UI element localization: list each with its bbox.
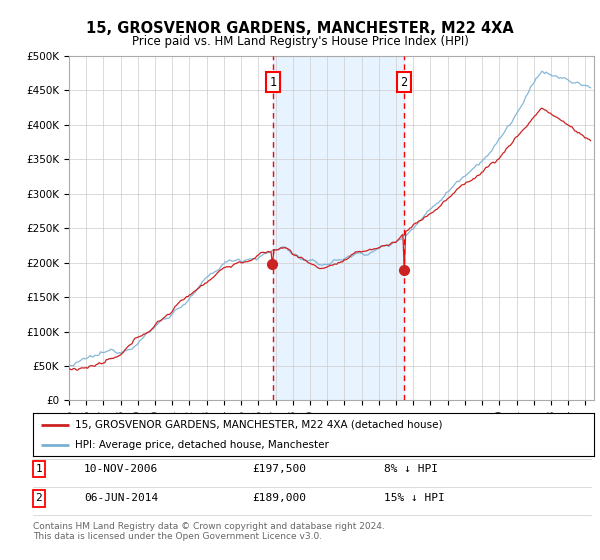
Text: 15, GROSVENOR GARDENS, MANCHESTER, M22 4XA (detached house): 15, GROSVENOR GARDENS, MANCHESTER, M22 4… bbox=[75, 419, 443, 430]
Text: 06-JUN-2014: 06-JUN-2014 bbox=[84, 493, 158, 503]
Text: 10-NOV-2006: 10-NOV-2006 bbox=[84, 464, 158, 474]
Bar bbox=[273, 56, 404, 400]
Text: Contains HM Land Registry data © Crown copyright and database right 2024.
This d: Contains HM Land Registry data © Crown c… bbox=[33, 522, 385, 542]
Text: 8% ↓ HPI: 8% ↓ HPI bbox=[384, 464, 438, 474]
Text: 15% ↓ HPI: 15% ↓ HPI bbox=[384, 493, 445, 503]
Text: 2: 2 bbox=[400, 76, 407, 88]
Text: £197,500: £197,500 bbox=[252, 464, 306, 474]
Text: Price paid vs. HM Land Registry's House Price Index (HPI): Price paid vs. HM Land Registry's House … bbox=[131, 35, 469, 48]
Text: 15, GROSVENOR GARDENS, MANCHESTER, M22 4XA: 15, GROSVENOR GARDENS, MANCHESTER, M22 4… bbox=[86, 21, 514, 36]
Text: 1: 1 bbox=[269, 76, 277, 88]
Text: £189,000: £189,000 bbox=[252, 493, 306, 503]
Text: HPI: Average price, detached house, Manchester: HPI: Average price, detached house, Manc… bbox=[75, 440, 329, 450]
Text: 1: 1 bbox=[35, 464, 43, 474]
Text: 2: 2 bbox=[35, 493, 43, 503]
